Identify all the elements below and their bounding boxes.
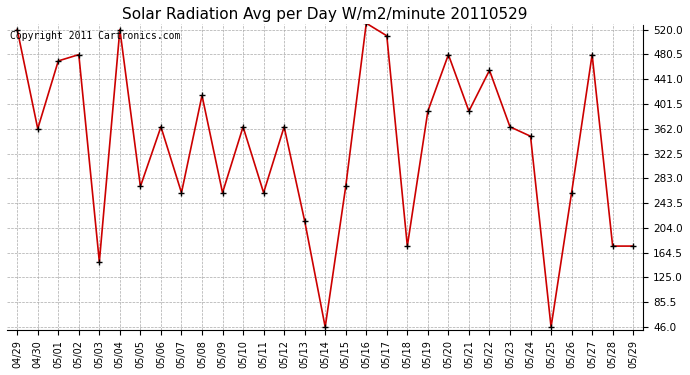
Text: Copyright 2011 Cartronics.com: Copyright 2011 Cartronics.com (10, 31, 181, 40)
Title: Solar Radiation Avg per Day W/m2/minute 20110529: Solar Radiation Avg per Day W/m2/minute … (122, 7, 528, 22)
